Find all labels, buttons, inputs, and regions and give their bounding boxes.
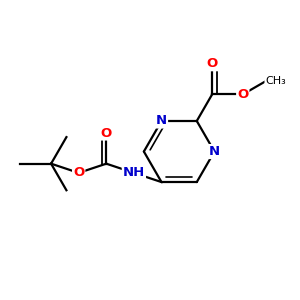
Text: CH₃: CH₃ (266, 76, 286, 86)
Text: N: N (209, 145, 220, 158)
Text: N: N (156, 115, 167, 128)
Text: O: O (73, 167, 84, 179)
Text: O: O (237, 88, 248, 101)
Text: NH: NH (123, 167, 145, 179)
Text: O: O (101, 127, 112, 140)
Text: O: O (206, 57, 218, 70)
